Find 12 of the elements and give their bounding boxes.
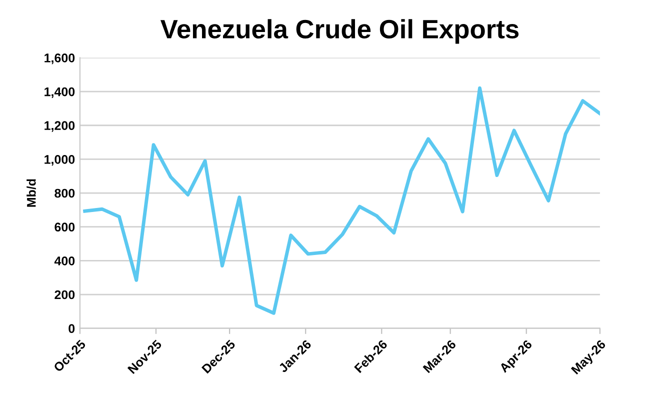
y-tick-label: 200 <box>54 290 75 300</box>
y-tick-label: 1,200 <box>44 121 75 132</box>
y-tick-label: 0 <box>68 324 75 333</box>
y-tick-label: 1,000 <box>44 155 75 166</box>
y-tick-label: 800 <box>54 188 75 198</box>
y-tick-label: 1,600 <box>44 54 75 64</box>
y-tick-label: 1,400 <box>44 87 75 98</box>
y-tick-label: 600 <box>54 222 75 232</box>
chart-title: Venezuela Crude Oil Exports <box>160 19 519 44</box>
y-tick-label: 400 <box>54 256 75 266</box>
line-series <box>83 86 600 315</box>
y-axis-title: Mb/d <box>26 179 36 207</box>
